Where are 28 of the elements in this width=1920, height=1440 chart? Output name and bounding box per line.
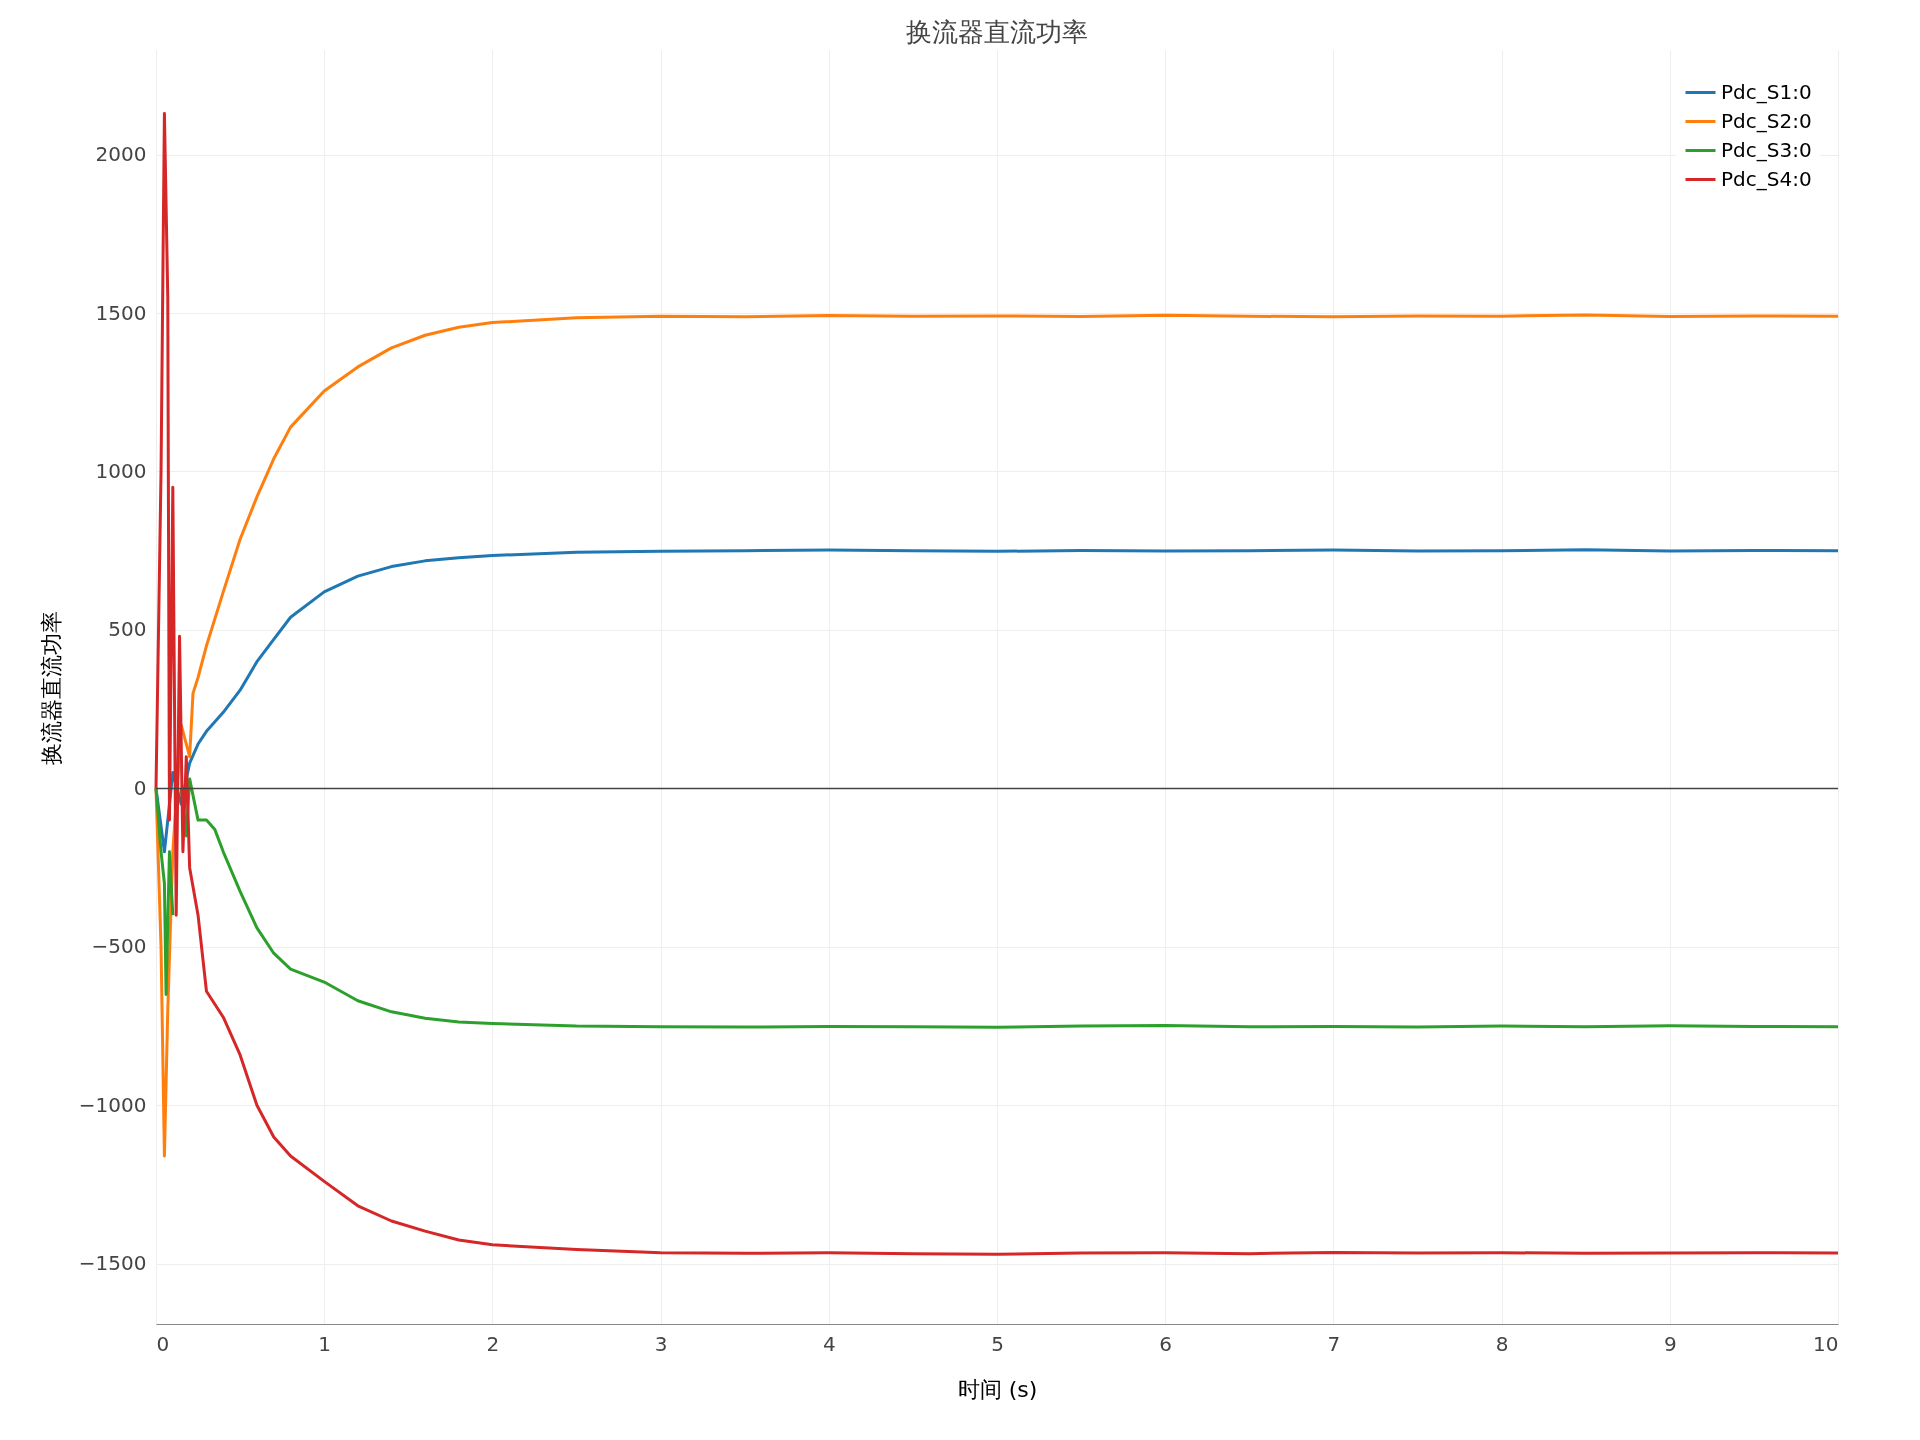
x-tick-label: 5 (991, 1331, 1004, 1356)
x-tick-label: 9 (1663, 1331, 1677, 1356)
y-tick-label: 1500 (95, 300, 147, 325)
x-tick-label: 3 (654, 1331, 668, 1356)
legend-label: Pdc_S1:0 (1721, 79, 1812, 104)
y-tick-label: −1500 (78, 1251, 147, 1276)
legend-label: Pdc_S3:0 (1721, 137, 1812, 162)
chart-title: 换流器直流功率 (906, 17, 1088, 47)
y-tick-label: 1000 (95, 459, 147, 483)
y-tick-label: −1000 (78, 1092, 147, 1117)
legend-label: Pdc_S2:0 (1721, 108, 1812, 133)
y-tick-label: 500 (108, 617, 147, 642)
legend-label: Pdc_S4:0 (1721, 166, 1812, 191)
x-tick-label: 8 (1495, 1331, 1509, 1356)
x-tick-label: 0 (156, 1331, 170, 1356)
line-series (154, 313, 1840, 1158)
x-tick-label: 2 (486, 1331, 500, 1356)
x-axis-title: 时间 (s) (957, 1376, 1038, 1402)
x-tick-label: 7 (1327, 1331, 1341, 1356)
x-tick-label: 10 (1813, 1331, 1839, 1356)
y-axis-title: 换流器直流功率 (38, 610, 64, 765)
y-tick-label: −500 (91, 934, 147, 959)
x-tick-label: 6 (1159, 1331, 1173, 1356)
y-tick-label: 0 (133, 775, 147, 800)
line-series (154, 111, 1840, 1256)
x-tick-label: 1 (318, 1331, 332, 1356)
y-tick-label: 2000 (95, 142, 147, 167)
x-tick-label: 4 (822, 1331, 836, 1356)
